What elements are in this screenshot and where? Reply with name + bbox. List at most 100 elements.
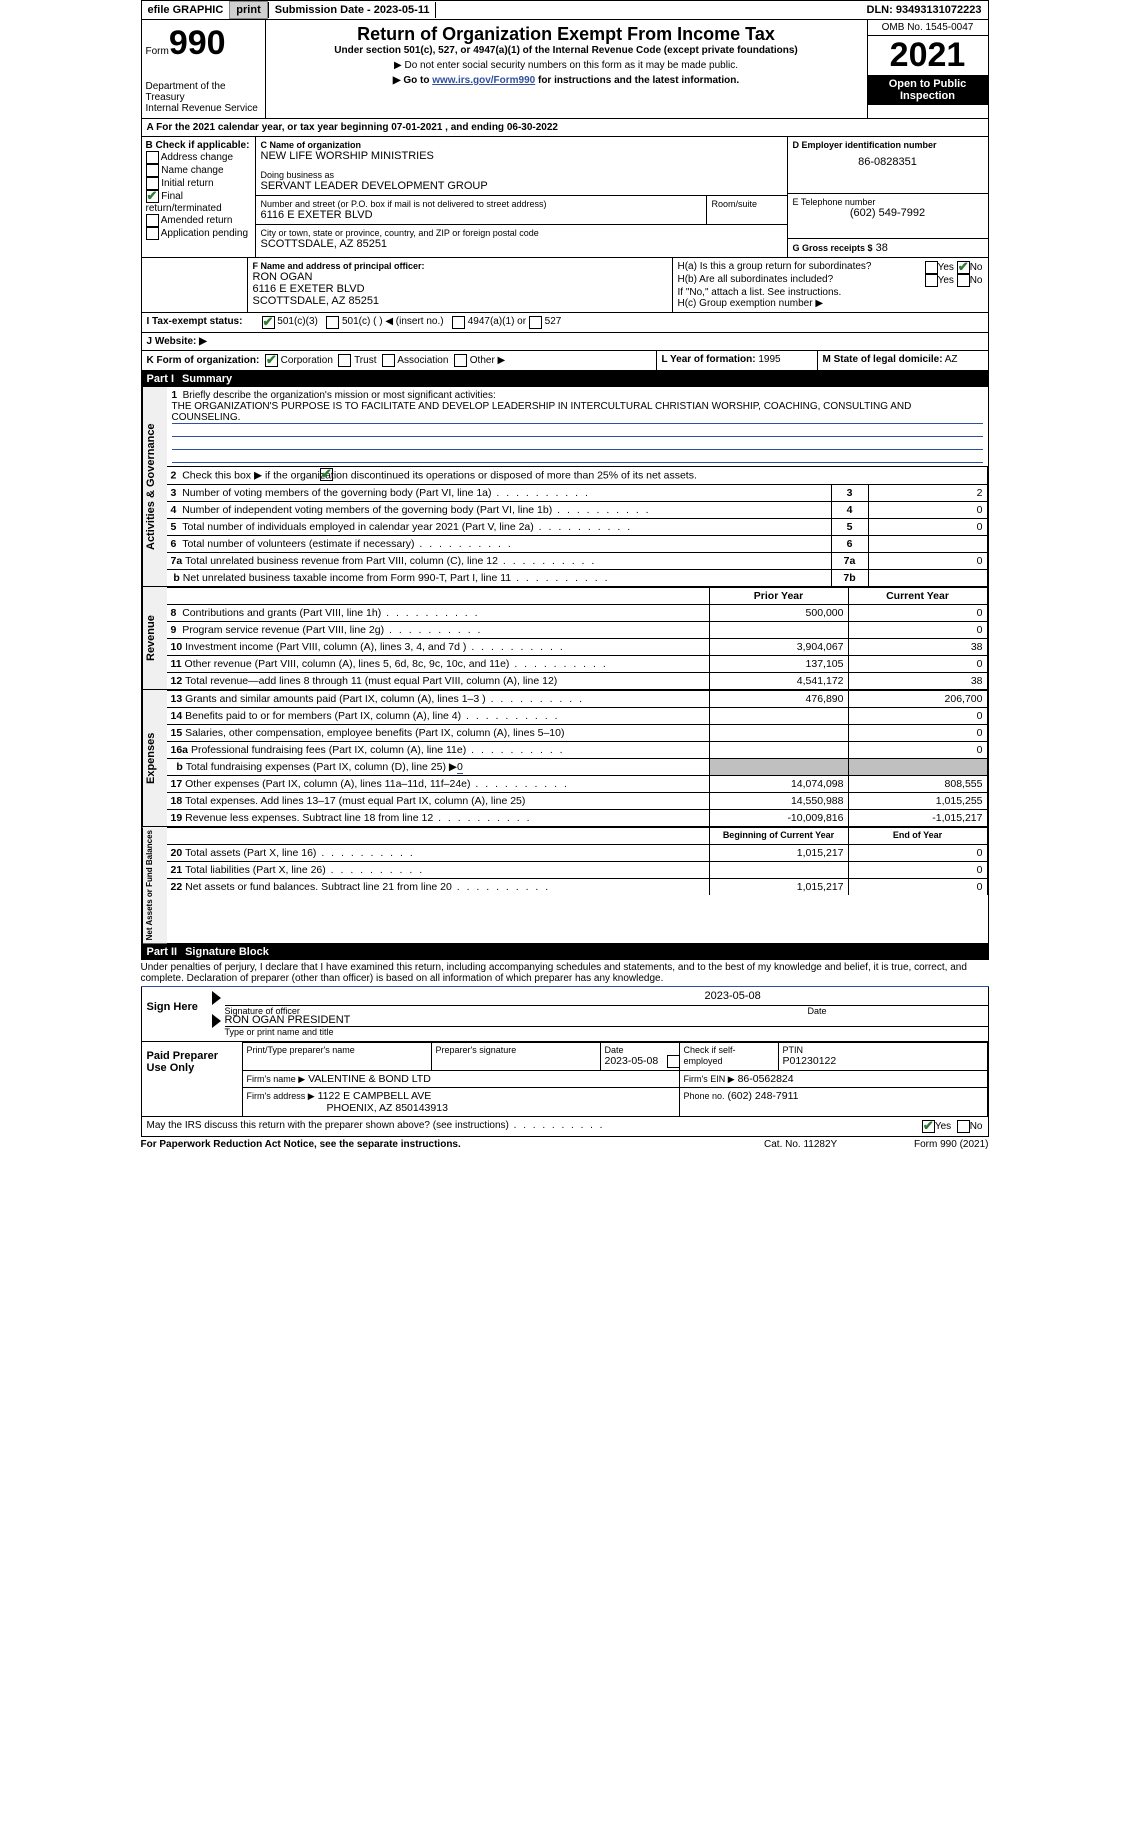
q5-val: 0 — [868, 519, 987, 536]
corp-checkbox[interactable] — [265, 354, 278, 367]
q2-text: Check this box ▶ if the organization dis… — [182, 469, 697, 481]
open-to-public: Open to Public Inspection — [868, 75, 988, 105]
footer-right: Form 990 (2021) — [914, 1139, 988, 1150]
name-change-checkbox[interactable] — [146, 164, 159, 177]
assoc-label: Association — [397, 355, 448, 366]
q2-checkbox[interactable] — [320, 468, 333, 481]
box-k-label: K Form of organization: — [147, 355, 260, 366]
e17-text: Other expenses (Part IX, column (A), lin… — [185, 778, 569, 790]
501c3-checkbox[interactable] — [262, 316, 275, 329]
page-footer: For Paperwork Reduction Act Notice, see … — [141, 1137, 989, 1152]
print-button[interactable]: print — [229, 1, 267, 19]
firm-ein-label: Firm's EIN ▶ — [684, 1074, 735, 1084]
application-pending-checkbox[interactable] — [146, 227, 159, 240]
dba-name: SERVANT LEADER DEVELOPMENT GROUP — [261, 180, 782, 192]
address-change-checkbox[interactable] — [146, 151, 159, 164]
4947-label: 4947(a)(1) or — [468, 316, 526, 329]
n22-text: Net assets or fund balances. Subtract li… — [185, 881, 550, 893]
other-checkbox[interactable] — [454, 354, 467, 367]
form-title: Return of Organization Exempt From Incom… — [270, 24, 863, 45]
officer-street: 6116 E EXETER BLVD — [253, 283, 667, 295]
box-l-label: L Year of formation: — [662, 354, 756, 365]
form-header: Form990 Department of the Treasury Inter… — [141, 20, 989, 119]
r11-curr: 0 — [848, 656, 987, 673]
end-year-hdr: End of Year — [848, 828, 987, 845]
dept-treasury: Department of the Treasury — [146, 81, 261, 103]
r10-prior: 3,904,067 — [709, 639, 848, 656]
sig-date-value: 2023-05-08 — [705, 990, 805, 1002]
caret-icon-2 — [212, 1014, 221, 1028]
paid-preparer-block: Paid Preparer Use Only Print/Type prepar… — [141, 1042, 989, 1117]
officer-name: RON OGAN — [253, 271, 667, 283]
hb-yes-checkbox[interactable] — [925, 274, 938, 287]
e16b-val: 0 — [457, 761, 463, 774]
omb-number: OMB No. 1545-0047 — [868, 20, 988, 36]
amended-return-checkbox[interactable] — [146, 214, 159, 227]
paid-preparer-label: Paid Preparer Use Only — [142, 1042, 242, 1116]
ha-yes-checkbox[interactable] — [925, 261, 938, 274]
r10-text: Investment income (Part VIII, column (A)… — [185, 641, 565, 653]
ha-label: H(a) Is this a group return for subordin… — [678, 261, 925, 274]
officer-block: F Name and address of principal officer:… — [141, 258, 989, 313]
pp-name-label: Print/Type preparer's name — [247, 1045, 427, 1055]
r11-prior: 137,105 — [709, 656, 848, 673]
r8-curr: 0 — [848, 605, 987, 622]
side-netassets: Net Assets or Fund Balances — [142, 827, 167, 943]
e18-text: Total expenses. Add lines 13–17 (must eq… — [185, 795, 525, 807]
selfemp-checkbox[interactable] — [667, 1055, 680, 1068]
form990-link[interactable]: www.irs.gov/Form990 — [432, 75, 535, 86]
e15-curr: 0 — [848, 725, 987, 742]
discuss-yes-checkbox[interactable] — [922, 1120, 935, 1133]
part1-title: Summary — [182, 373, 232, 385]
mission-text: THE ORGANIZATION'S PURPOSE IS TO FACILIT… — [172, 401, 983, 424]
street-address: 6116 E EXETER BLVD — [261, 209, 701, 221]
e17-curr: 808,555 — [848, 776, 987, 793]
n22-curr: 0 — [848, 879, 987, 896]
n21-curr: 0 — [848, 862, 987, 879]
q5-text: Total number of individuals employed in … — [182, 521, 632, 533]
discuss-no-checkbox[interactable] — [957, 1120, 970, 1133]
e13-prior: 476,890 — [709, 691, 848, 708]
q6-val — [868, 536, 987, 553]
box-b-header: B Check if applicable: — [146, 140, 251, 151]
box-c-name-label: C Name of organization — [261, 140, 782, 150]
part2-title: Signature Block — [185, 946, 269, 958]
e18-curr: 1,015,255 — [848, 793, 987, 810]
goto-post: for instructions and the latest informat… — [535, 75, 739, 86]
address-change-label: Address change — [161, 152, 233, 163]
firm-addr2: PHOENIX, AZ 850143913 — [327, 1102, 448, 1114]
e19-text: Revenue less expenses. Subtract line 18 … — [185, 812, 531, 824]
box-f-label: F Name and address of principal officer: — [253, 261, 667, 271]
501c-checkbox[interactable] — [326, 316, 339, 329]
gross-receipts: 38 — [876, 242, 888, 254]
ha-no-checkbox[interactable] — [957, 261, 970, 274]
form-number: 990 — [169, 24, 226, 62]
r8-text: Contributions and grants (Part VIII, lin… — [182, 607, 479, 619]
e15-text: Salaries, other compensation, employee b… — [185, 727, 564, 739]
assoc-checkbox[interactable] — [382, 354, 395, 367]
hb-yes-label: Yes — [938, 275, 954, 286]
discuss-no-label: No — [970, 1122, 983, 1133]
501c3-label: 501(c)(3) — [277, 316, 318, 329]
box-e-label: E Telephone number — [793, 197, 983, 207]
e14-curr: 0 — [848, 708, 987, 725]
527-checkbox[interactable] — [529, 316, 542, 329]
box-d-label: D Employer identification number — [793, 140, 983, 150]
discuss-row: May the IRS discuss this return with the… — [141, 1117, 989, 1137]
ha-yes-label: Yes — [938, 262, 954, 273]
hb-no-checkbox[interactable] — [957, 274, 970, 287]
n21-prior — [709, 862, 848, 879]
4947-checkbox[interactable] — [452, 316, 465, 329]
ein-value: 86-0828351 — [793, 156, 983, 168]
trust-checkbox[interactable] — [338, 354, 351, 367]
final-return-checkbox[interactable] — [146, 190, 159, 203]
ssn-note: ▶ Do not enter social security numbers o… — [270, 60, 863, 71]
name-title-label: Type or print name and title — [225, 1027, 988, 1037]
e18-prior: 14,550,988 — [709, 793, 848, 810]
submission-date-label: Submission Date - — [275, 4, 374, 16]
state-domicile: AZ — [945, 354, 958, 365]
phone-label: Phone no. — [684, 1091, 725, 1101]
box-i-label: I Tax-exempt status: — [147, 316, 262, 329]
street-label: Number and street (or P.O. box if mail i… — [261, 199, 701, 209]
e16a-prior — [709, 742, 848, 759]
